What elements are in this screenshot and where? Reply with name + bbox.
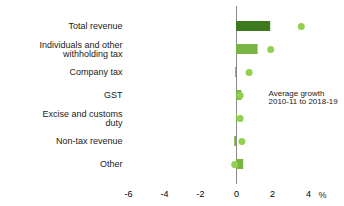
svg-text:Excise and customsduty: Excise and customsduty <box>42 109 123 128</box>
svg-text:-6: -6 <box>124 189 132 199</box>
svg-text:Non-tax revenue: Non-tax revenue <box>56 136 123 146</box>
svg-text:-4: -4 <box>160 189 168 199</box>
svg-text:GST: GST <box>104 90 123 100</box>
svg-text:%: % <box>318 190 326 200</box>
svg-text:2: 2 <box>270 189 275 199</box>
svg-text:0: 0 <box>234 189 239 199</box>
svg-text:4: 4 <box>306 189 311 199</box>
svg-text:Other: Other <box>100 159 123 169</box>
svg-text:Average growth2010-11 to 2018-: Average growth2010-11 to 2018-19 <box>269 89 339 106</box>
svg-text:-2: -2 <box>196 189 204 199</box>
svg-text:Individuals and otherwithholdi: Individuals and otherwithholding tax <box>39 40 123 59</box>
svg-text:Company tax: Company tax <box>69 67 123 77</box>
svg-text:Total revenue: Total revenue <box>68 21 122 31</box>
